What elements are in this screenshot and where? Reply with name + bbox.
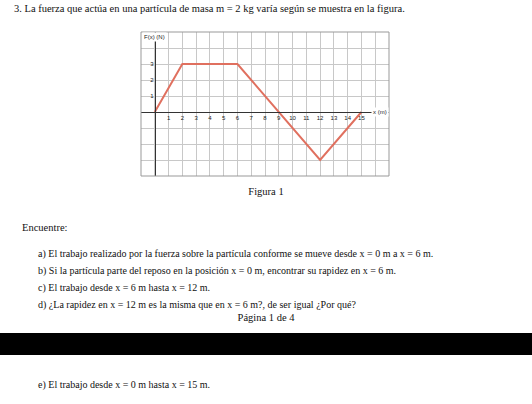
svg-text:7: 7 — [250, 115, 254, 121]
svg-text:1: 1 — [150, 93, 154, 99]
svg-text:4: 4 — [208, 115, 212, 121]
svg-text:3: 3 — [150, 61, 154, 67]
html-text:Figura 1: Figura 1 — [248, 186, 284, 197]
svg-text:11: 11 — [303, 115, 310, 121]
svg-text:3: 3 — [194, 115, 198, 121]
svg-text:10: 10 — [289, 115, 296, 121]
svg-text:8: 8 — [263, 115, 267, 121]
html-text:b) Si la partícula parte del r: b) Si la partícula parte del reposo en l… — [38, 265, 397, 276]
svg-text:2: 2 — [181, 115, 185, 121]
svg-text:9: 9 — [277, 115, 281, 121]
html-text:a) El trabajo realizado por la: a) El trabajo realizado por la fuerza so… — [38, 248, 434, 259]
html-text:Encuentre:: Encuentre: — [22, 222, 68, 233]
svg-text:F(x) (N): F(x) (N) — [144, 34, 165, 40]
svg-text:5: 5 — [222, 115, 226, 121]
svg-text:14: 14 — [344, 115, 351, 121]
svg-text:6: 6 — [236, 115, 240, 121]
svg-text:1: 1 — [167, 115, 171, 121]
html-text:d) ¿La rapidez en x = 12 m es: d) ¿La rapidez en x = 12 m es la misma q… — [38, 299, 356, 310]
svg-text:15: 15 — [358, 115, 365, 121]
svg-text:12: 12 — [317, 115, 324, 121]
html-text:3. La fuerza que actúa en una: 3. La fuerza que actúa en una partícula … — [14, 3, 405, 14]
html-text:Página 1 de 4: Página 1 de 4 — [237, 312, 295, 323]
svg-text:x (m): x (m) — [373, 109, 387, 115]
svg-text:2: 2 — [150, 77, 154, 83]
html-text:e) El trabajo desde x = 0 m ha: e) El trabajo desde x = 0 m hasta x = 15… — [38, 379, 211, 390]
svg-text:13: 13 — [331, 115, 338, 121]
html-text:c) El trabajo desde x = 6 m ha: c) El trabajo desde x = 6 m hasta x = 12… — [38, 282, 211, 293]
